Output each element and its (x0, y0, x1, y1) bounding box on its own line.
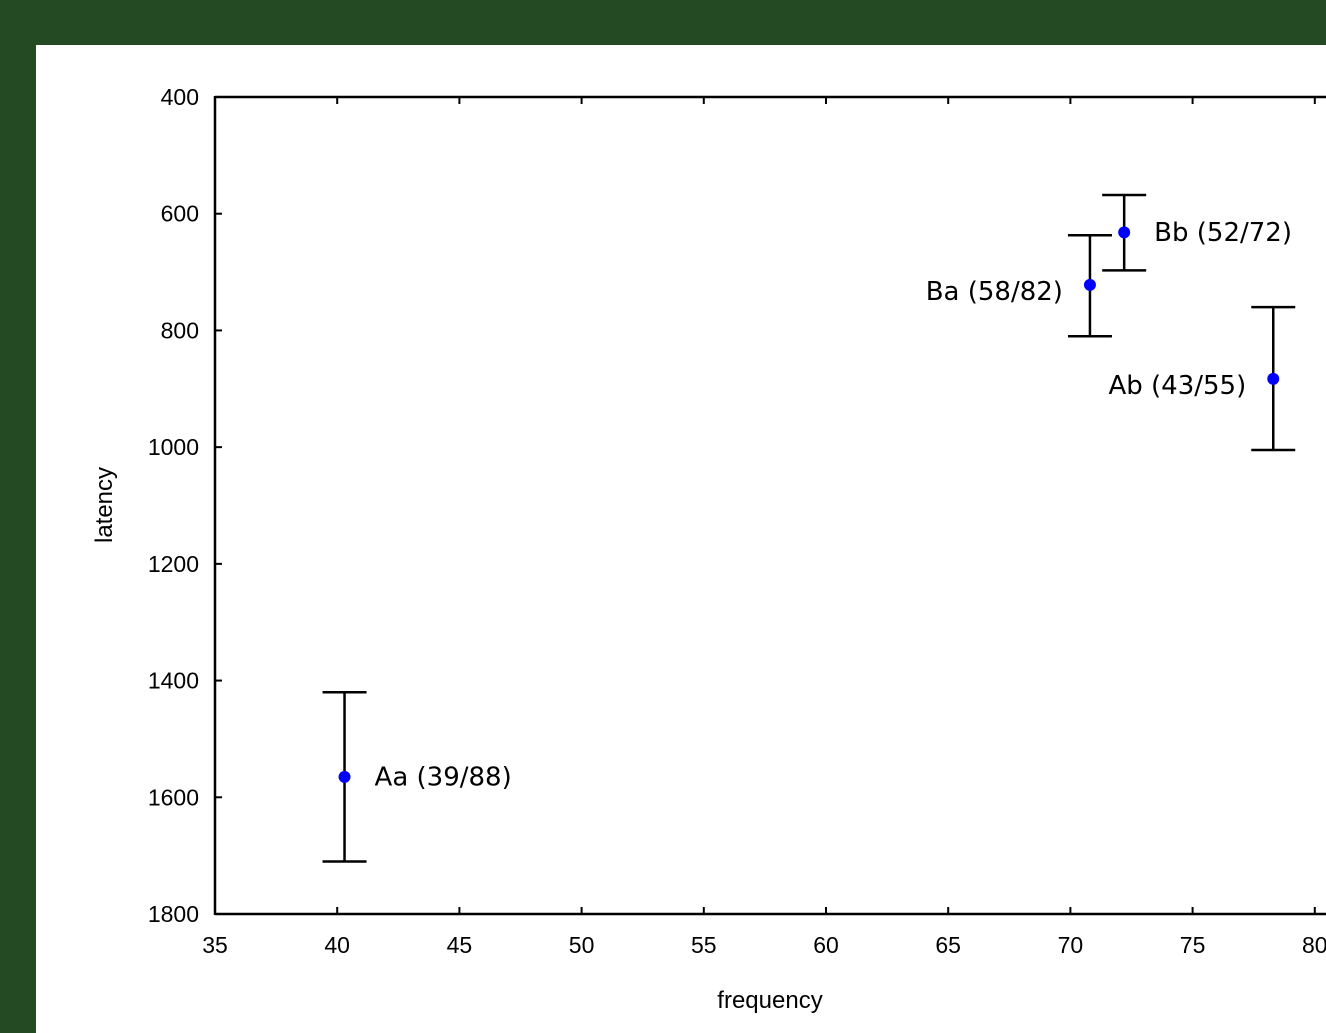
chart-panel (36, 45, 1326, 1033)
y-tick-label: 1000 (148, 434, 199, 460)
data-point (1083, 278, 1096, 291)
x-tick-label: 45 (447, 932, 473, 958)
x-tick-label: 40 (324, 932, 350, 958)
point-label: Ab (43/55) (1108, 371, 1246, 401)
y-axis-ticks: 400 600 800 1000 1200 1400 1600 1800 (148, 84, 222, 927)
y-tick-label: 1200 (148, 551, 199, 577)
y-tick-label: 1400 (148, 668, 199, 694)
y-tick-label: 400 (161, 84, 199, 110)
data-point (1267, 372, 1280, 385)
y-tick-label: 1800 (148, 901, 199, 927)
x-tick-label: 75 (1180, 932, 1206, 958)
data-point (1118, 226, 1131, 239)
x-tick-label: 35 (202, 932, 228, 958)
x-axis-title: frequency (717, 987, 822, 1014)
point-label: Aa (39/88) (375, 763, 512, 793)
x-tick-label: 50 (569, 932, 595, 958)
error-bars (322, 193, 1296, 863)
x-axis-ticks: 354045505560657075808 (202, 97, 1326, 958)
point-label: Bb (52/72) (1154, 218, 1292, 248)
x-tick-label: 80 (1302, 932, 1326, 958)
x-tick-label: 55 (691, 932, 717, 958)
data-point (338, 770, 351, 783)
y-tick-label: 600 (161, 201, 199, 227)
x-tick-label: 70 (1058, 932, 1084, 958)
y-axis-title: latency (91, 467, 118, 543)
y-tick-label: 1600 (148, 784, 199, 810)
point-label: Ba (58/82) (926, 277, 1063, 307)
y-tick-label: 800 (161, 317, 199, 343)
point-labels: Aa (39/88) Ba (58/82) Bb (52/72) Ab (43/55) (375, 218, 1292, 792)
x-tick-label: 65 (935, 932, 961, 958)
data-points (338, 226, 1280, 783)
x-tick-label: 60 (813, 932, 839, 958)
